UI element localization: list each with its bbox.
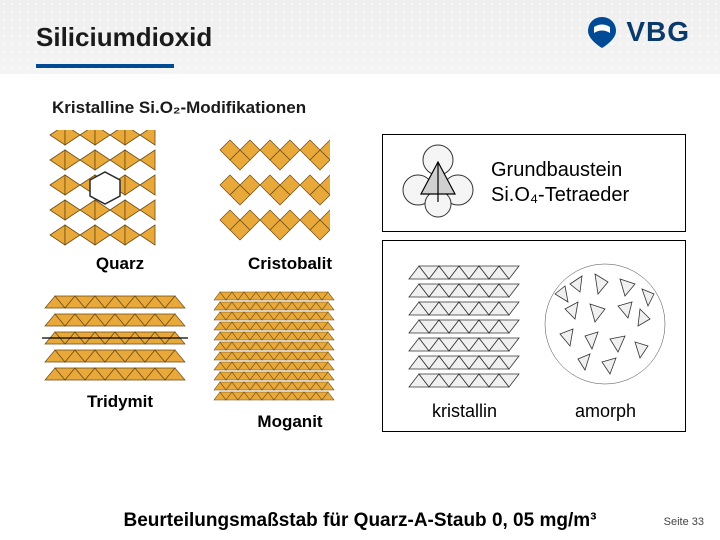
grundbaustein-text: Grundbaustein Si.O₄-Tetraeder	[491, 158, 629, 208]
page-title: Siliciumdioxid	[36, 22, 212, 53]
vbg-logo-icon	[584, 14, 620, 50]
page-number: Seite 33	[664, 516, 704, 528]
comparison-box: kristallin amorph	[382, 240, 686, 432]
header-band: Siliciumdioxid VBG	[0, 0, 720, 74]
amorph-label: amorph	[575, 401, 636, 422]
subtitle: Kristalline Si.O₂-Modifikationen	[52, 98, 306, 118]
cristobalit-structure	[210, 130, 330, 250]
tridymit-structure	[40, 288, 190, 388]
grundbaustein-box: Grundbaustein Si.O₄-Tetraeder	[382, 134, 686, 232]
tridymit-label: Tridymit	[40, 392, 200, 412]
footer-text: Beurteilungsmaßstab für Quarz-A-Staub 0,…	[0, 510, 720, 532]
vbg-logo-text: VBG	[626, 16, 690, 48]
moganit-label: Moganit	[210, 412, 370, 432]
comparison-images	[393, 249, 675, 399]
vbg-logo: VBG	[584, 14, 690, 50]
grundbaustein-line2: Si.O₄-Tetraeder	[491, 184, 629, 206]
tetraeder-icon	[393, 142, 483, 224]
column-middle: Cristobalit	[210, 130, 370, 432]
moganit-structure	[210, 288, 340, 408]
content-area: Quarz	[0, 130, 720, 500]
quarz-label: Quarz	[40, 254, 200, 274]
title-underline	[36, 64, 174, 68]
grundbaustein-line1: Grundbaustein	[491, 159, 622, 181]
kristallin-label: kristallin	[432, 401, 497, 422]
cristobalit-label: Cristobalit	[210, 254, 370, 274]
amorph-structure	[540, 254, 670, 394]
kristallin-structure	[399, 254, 529, 394]
column-left: Quarz	[40, 130, 200, 412]
comparison-labels: kristallin amorph	[393, 401, 675, 422]
quarz-structure	[40, 130, 170, 250]
